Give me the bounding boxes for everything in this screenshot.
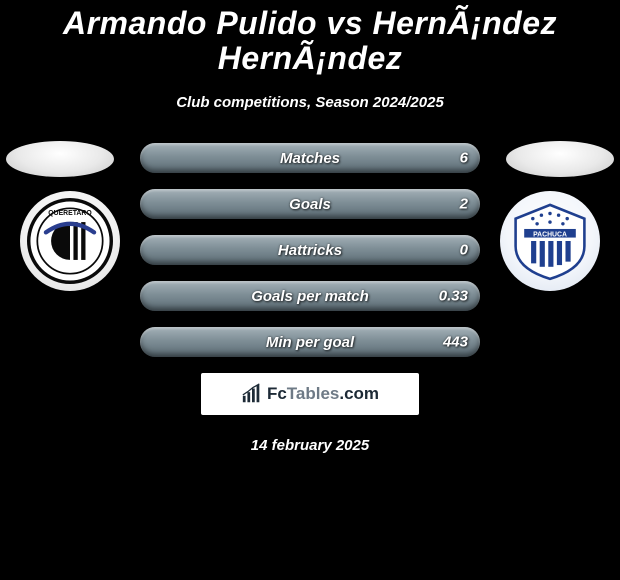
stat-bar-matches: Matches 6 [140,143,480,173]
branding-badge: FcTables.com [201,373,419,415]
right-club-crest: PACHUCA [500,191,600,291]
branding-text: FcTables.com [267,384,379,404]
stat-right-value: 2 [460,196,468,213]
stat-label: Hattricks [278,242,342,259]
stat-label: Matches [280,150,340,167]
right-player-oval [506,141,614,177]
stat-bar-goals: Goals 2 [140,189,480,219]
stat-bar-hattricks: Hattricks 0 [140,235,480,265]
comparison-arena: QUERETARO PACHUCA Matches 6 [0,141,620,454]
stat-label: Goals per match [251,288,369,305]
stat-label: Goals [289,196,331,213]
svg-text:PACHUCA: PACHUCA [533,232,567,239]
stat-bar-goals-per-match: Goals per match 0.33 [140,281,480,311]
stat-right-value: 443 [443,334,468,351]
stat-bar-min-per-goal: Min per goal 443 [140,327,480,357]
branding-suffix: .com [339,384,379,403]
left-player-oval [6,141,114,177]
branding-main: Tables [287,384,340,403]
left-club-crest: QUERETARO [20,191,120,291]
branding-prefix: Fc [267,384,287,403]
stat-label: Min per goal [266,334,354,351]
svg-text:QUERETARO: QUERETARO [48,211,92,218]
stat-right-value: 0 [460,242,468,259]
stat-right-value: 6 [460,150,468,167]
stat-bars: Matches 6 Goals 2 Hattricks 0 Goals per … [140,141,480,357]
date-text: 14 february 2025 [0,437,620,454]
bars-icon [241,383,263,405]
queretaro-crest-icon: QUERETARO [27,198,113,284]
subtitle: Club competitions, Season 2024/2025 [0,94,620,111]
page-title: Armando Pulido vs HernÃ¡ndez HernÃ¡ndez [0,0,620,76]
stat-right-value: 0.33 [439,288,468,305]
pachuca-crest-icon: PACHUCA [507,198,593,284]
